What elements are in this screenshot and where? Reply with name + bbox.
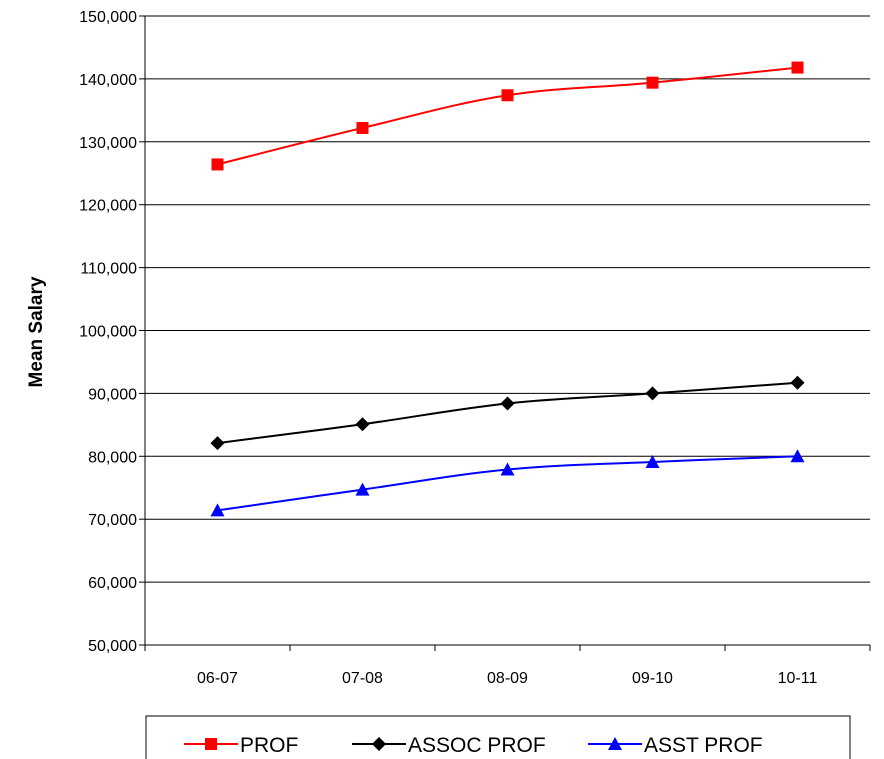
legend-box [145,715,851,759]
legend-label: PROF [240,734,298,757]
series-prof [211,61,804,171]
data-point [500,396,515,411]
legend-label: ASSOC PROF [408,734,546,757]
x-tick-label: 07-08 [342,670,383,687]
y-tick-label: 110,000 [80,261,137,278]
legend-marker [608,737,622,750]
legend-item: ASSOC PROF [352,734,546,757]
data-point [790,375,805,390]
data-point [645,454,660,468]
data-point [500,462,515,476]
data-point [355,482,370,496]
data-point [646,76,659,89]
x-axis-ticks: 06-07 07-08 08-09 09-10 10-11 [144,645,871,687]
data-point [356,121,369,134]
data-point [210,436,225,451]
data-point [790,449,805,463]
legend: PROF ASSOC PROF ASST PROF [145,715,851,759]
legend-item: PROF [184,734,298,757]
x-tick-label: 08-09 [487,670,528,687]
y-tick-label: 70,000 [88,512,137,529]
legend-marker [205,738,217,750]
series-layer [210,61,805,517]
gridlines [145,15,870,583]
data-point [355,417,370,432]
series-assoc-prof [210,375,805,451]
data-point [211,158,224,171]
data-point [791,61,804,74]
y-axis-title: Mean Salary [26,276,47,387]
y-tick-label: 130,000 [79,135,137,152]
data-point [210,503,225,517]
y-tick-label: 100,000 [79,324,137,341]
x-tick-label: 10-11 [778,670,818,687]
x-tick-label: 09-10 [632,670,673,687]
legend-item: ASST PROF [588,734,763,757]
y-tick-label: 50,000 [88,638,137,655]
series-line [217,381,798,445]
y-tick-label: 120,000 [79,198,137,215]
series-line [217,66,798,166]
data-point [645,386,660,401]
data-point [501,89,514,102]
y-tick-label: 60,000 [88,575,137,592]
y-tick-label: 140,000 [79,72,137,89]
x-tick-label: 06-07 [197,670,238,687]
y-tick-label: 80,000 [88,449,137,466]
legend-marker [372,737,386,751]
y-axis-ticks: 50,000 60,000 70,000 80,000 90,000 100,000 110… [79,9,145,655]
series-asst-prof [210,449,805,517]
legend-label: ASST PROF [644,734,763,757]
y-tick-label: 150,000 [79,9,137,26]
y-tick-label: 90,000 [88,386,137,403]
